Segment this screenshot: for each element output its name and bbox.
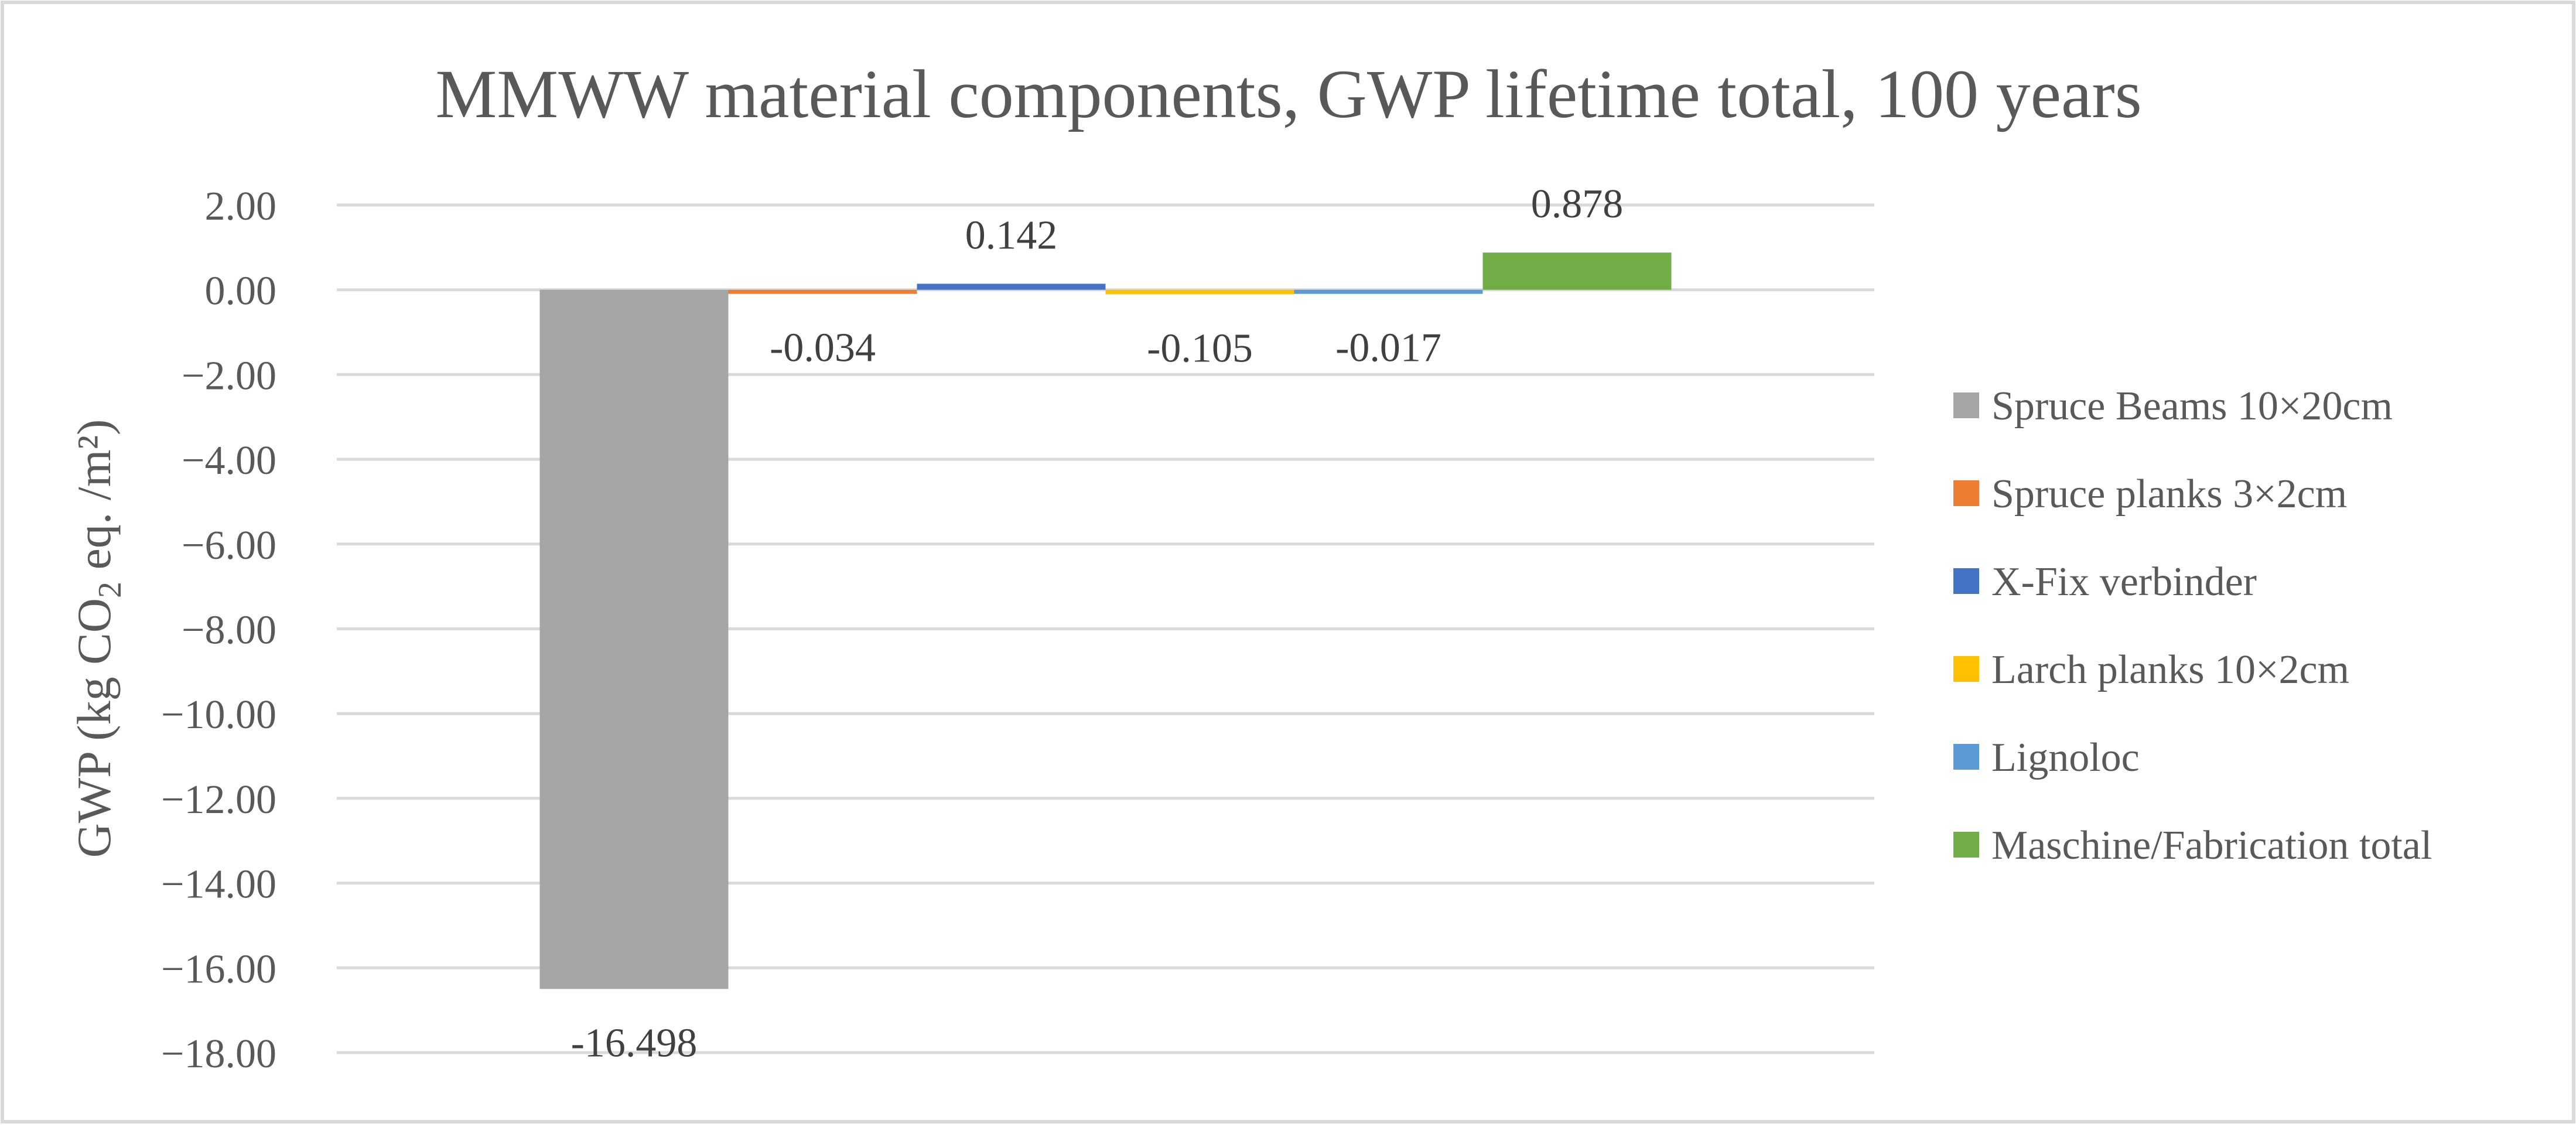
bar — [1294, 289, 1483, 294]
bar — [539, 289, 729, 989]
y-axis-label-part: GWP (kg CO — [67, 598, 121, 858]
y-tick-label: −8.00 — [182, 608, 276, 653]
y-tick-label: −18.00 — [161, 1032, 276, 1077]
y-axis-ticks: 2.00 0.00 −2.00 −4.00 −6.00 −8.00 −10.00 −12.00… — [161, 184, 276, 1077]
data-label: -0.105 — [1147, 326, 1253, 371]
legend: Spruce Beams 10×20cm Spruce planks 3×2cm X… — [1953, 384, 2432, 868]
bar — [917, 284, 1106, 290]
y-tick-label: −2.00 — [182, 353, 276, 398]
legend-swatch — [1953, 744, 1979, 770]
y-tick-label: −14.00 — [161, 862, 276, 907]
data-label: -0.017 — [1335, 326, 1441, 371]
data-label: -0.034 — [770, 326, 876, 371]
legend-label: Spruce Beams 10×20cm — [1991, 384, 2393, 429]
data-label: -16.498 — [571, 1020, 698, 1065]
legend-label: Maschine/Fabrication total — [1991, 823, 2432, 868]
bars — [539, 252, 1672, 989]
y-tick-label: −10.00 — [161, 692, 276, 737]
chart-title: MMWW material components, GWP lifetime t… — [435, 56, 2141, 132]
y-tick-label: −6.00 — [182, 523, 276, 568]
legend-label: Larch planks 10×2cm — [1991, 647, 2349, 692]
y-tick-label: 2.00 — [205, 184, 277, 229]
y-tick-label: 0.00 — [205, 269, 277, 314]
y-axis-label-part: eq. /m²) — [67, 419, 121, 582]
bar — [728, 289, 917, 294]
y-tick-label: −4.00 — [182, 438, 276, 483]
y-axis-label-subscript: 2 — [92, 582, 128, 598]
legend-swatch — [1953, 392, 1979, 418]
legend-label: Spruce planks 3×2cm — [1991, 472, 2347, 517]
legend-swatch — [1953, 480, 1979, 506]
data-labels: -16.498 -0.034 0.142 -0.105 -0.017 0.878 — [571, 182, 1624, 1065]
legend-swatch — [1953, 568, 1979, 594]
legend-swatch — [1953, 832, 1979, 858]
legend-label: Lignoloc — [1991, 735, 2140, 780]
bar — [1482, 252, 1672, 290]
data-label: 0.878 — [1531, 182, 1624, 227]
bar — [1105, 289, 1294, 295]
y-tick-label: −12.00 — [161, 777, 276, 822]
y-axis-label: GWP (kg CO2 eq. /m²) — [67, 419, 128, 858]
y-tick-label: −16.00 — [161, 947, 276, 992]
legend-label: X-Fix verbinder — [1991, 559, 2257, 605]
data-label: 0.142 — [965, 213, 1058, 258]
legend-swatch — [1953, 656, 1979, 682]
